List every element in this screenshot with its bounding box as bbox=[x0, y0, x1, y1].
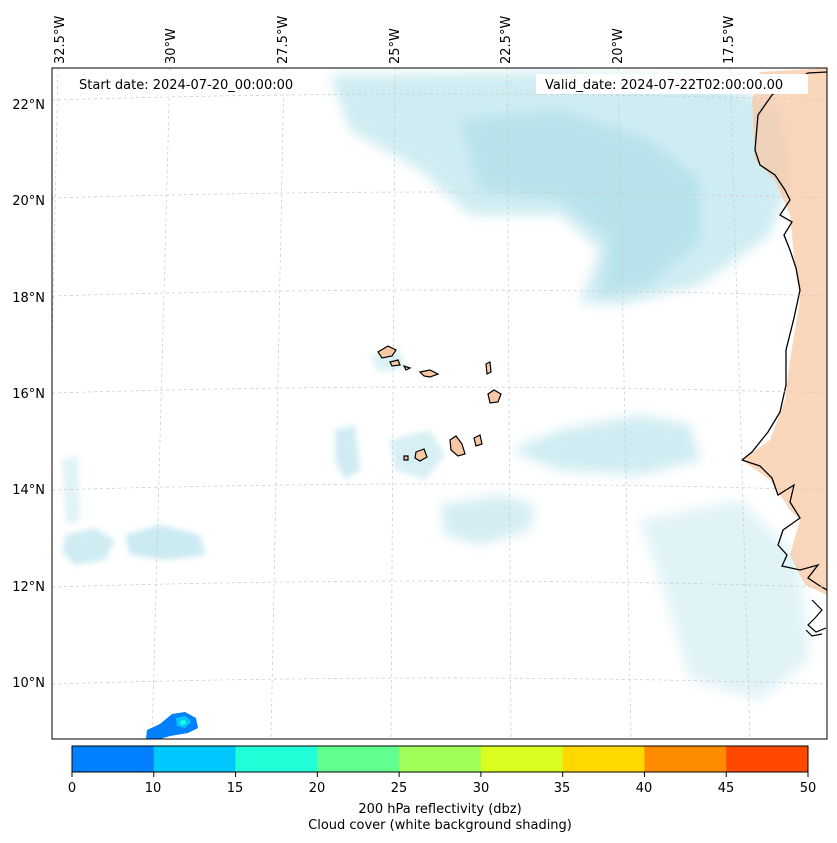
lon-label-25w: 25°W bbox=[388, 28, 403, 64]
lat-label-10n: 10°N bbox=[12, 676, 45, 691]
grid-lat-16n bbox=[52, 386, 827, 394]
start-date-box bbox=[72, 74, 312, 94]
cloud-patch-west-2 bbox=[62, 528, 115, 565]
colorbar-tick-15: 15 bbox=[226, 781, 244, 796]
reflectivity-15-20 bbox=[180, 720, 186, 725]
colorbar-swatch-3 bbox=[317, 746, 400, 772]
island-fogo bbox=[414, 448, 428, 462]
colorbar-swatch-4 bbox=[399, 746, 482, 772]
lat-label-20n: 20°N bbox=[12, 194, 45, 209]
colorbar-swatch-6 bbox=[562, 746, 645, 772]
cloud-patch-central-1 bbox=[335, 425, 360, 480]
colorbar-tick-50: 50 bbox=[799, 781, 817, 796]
lon-label-27-5w: 27.5°W bbox=[276, 15, 291, 64]
map-frame bbox=[51, 67, 828, 740]
colorbar-swatch-2 bbox=[235, 746, 318, 772]
reflectivity-cell bbox=[146, 712, 198, 739]
colorbar-title-reflectivity: 200 hPa reflectivity (dbz) bbox=[358, 802, 522, 817]
grid-lon-22-5w bbox=[506, 68, 512, 739]
colorbar-title-cloud-cover: Cloud cover (white background shading) bbox=[308, 818, 572, 833]
cloud-cover-shading bbox=[62, 72, 810, 700]
africa-land-fill bbox=[742, 68, 827, 595]
lon-label-22-5w: 22.5°W bbox=[499, 15, 514, 64]
lat-label-18n: 18°N bbox=[12, 291, 45, 306]
africa-coastline bbox=[740, 71, 827, 591]
grid-lat-20n bbox=[52, 191, 827, 199]
colorbar-swatch-8 bbox=[726, 746, 809, 772]
colorbar-tick-0: 0 bbox=[67, 781, 77, 796]
cloud-band-core bbox=[460, 110, 700, 295]
colorbar-tick-25: 25 bbox=[390, 781, 408, 796]
grid-lat-10n bbox=[52, 677, 827, 685]
colorbar-tick-45: 45 bbox=[717, 781, 735, 796]
cloud-band-mid bbox=[510, 415, 700, 475]
colorbar-tick-marks bbox=[71, 772, 809, 777]
island-sal bbox=[485, 361, 492, 375]
grid-lon-27-5w bbox=[270, 68, 285, 739]
lat-label-16n: 16°N bbox=[12, 387, 45, 402]
valid-date-label: Valid_date: 2024-07-22T02:00:00.00 bbox=[545, 78, 784, 93]
colorbar-tick-30: 30 bbox=[472, 781, 490, 796]
lon-label-17-5w: 17.5°W bbox=[722, 15, 737, 64]
island-brava bbox=[403, 455, 409, 461]
grid-lat-18n bbox=[52, 289, 827, 297]
grid-lat-22n bbox=[52, 93, 827, 101]
grid-lon-20w bbox=[617, 68, 632, 739]
grid-lon-25w bbox=[390, 68, 396, 739]
africa-coastline-islands bbox=[805, 599, 827, 637]
africa-land bbox=[740, 68, 827, 637]
grid-lon-30w bbox=[151, 68, 171, 739]
lat-label-22n: 22°N bbox=[12, 98, 45, 113]
grid-lon-17-5w bbox=[729, 68, 751, 739]
cloud-patch-near-islands bbox=[370, 350, 405, 372]
grid-lat-14n bbox=[52, 483, 827, 491]
colorbar-tick-35: 35 bbox=[553, 781, 571, 796]
island-santo-antao bbox=[377, 345, 397, 359]
colorbar-frame bbox=[71, 745, 809, 773]
lat-label-14n: 14°N bbox=[12, 483, 45, 498]
colorbar-tick-10: 10 bbox=[144, 781, 162, 796]
colorbar-swatch-0 bbox=[72, 746, 155, 772]
colorbar-swatch-7 bbox=[644, 746, 727, 772]
colorbar-swatch-1 bbox=[153, 746, 237, 772]
colorbar-swatch-5 bbox=[480, 746, 564, 772]
island-boa-vista bbox=[487, 389, 502, 404]
colorbar-tick-40: 40 bbox=[635, 781, 653, 796]
valid-date-box bbox=[536, 74, 808, 94]
grid-lat-12n bbox=[52, 580, 827, 588]
graticule bbox=[52, 68, 827, 739]
lon-label-30w: 30°W bbox=[164, 28, 179, 64]
cloud-patch-far-west bbox=[62, 455, 80, 525]
lon-label-32-5w: 32.5°W bbox=[53, 15, 68, 64]
lon-label-20w: 20°W bbox=[611, 28, 626, 64]
island-maio bbox=[473, 434, 483, 447]
colorbar bbox=[72, 746, 809, 772]
cape-verde-islands bbox=[377, 345, 502, 462]
island-santiago bbox=[449, 435, 466, 457]
island-santa-luzia bbox=[402, 364, 412, 371]
island-sao-nicolau bbox=[418, 369, 440, 378]
cloud-west-africa-south bbox=[640, 500, 810, 700]
cloud-patch-south-central bbox=[440, 495, 535, 545]
island-sao-vicente bbox=[389, 359, 401, 367]
colorbar-tick-20: 20 bbox=[308, 781, 326, 796]
start-date-label: Start date: 2024-07-20_00:00:00 bbox=[79, 78, 294, 93]
lat-label-12n: 12°N bbox=[12, 580, 45, 595]
cloud-patch-west-1 bbox=[125, 525, 205, 560]
